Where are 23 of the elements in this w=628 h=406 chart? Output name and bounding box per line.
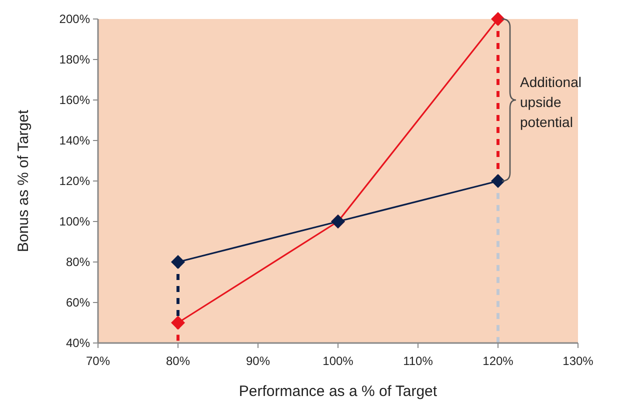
- x-tick-label: 120%: [482, 354, 514, 368]
- point: [491, 12, 505, 26]
- x-tick-label: 80%: [166, 354, 190, 368]
- x-tick-label: 70%: [86, 354, 110, 368]
- x-axis-title: Performance as a % of Target: [238, 383, 438, 400]
- y-tick-label: 200%: [59, 12, 90, 26]
- y-tick-label: 120%: [59, 174, 90, 188]
- point: [171, 316, 185, 330]
- y-tick-label: 180%: [59, 52, 90, 67]
- y-tick-label: 60%: [66, 296, 90, 310]
- y-tick-label: 100%: [59, 214, 90, 229]
- y-tick-label: 160%: [59, 93, 90, 108]
- x-tick-label: 100%: [322, 354, 354, 368]
- point: [491, 174, 505, 188]
- y-tick-label: 80%: [66, 255, 90, 270]
- x-tick-label: 110%: [403, 354, 434, 368]
- y-tick-label: 40%: [66, 336, 90, 350]
- y-tick-label: 140%: [59, 134, 90, 148]
- annotation: Additional upside potential: [520, 74, 582, 130]
- x-tick-label: 90%: [246, 354, 270, 368]
- x-tick-label: 130%: [562, 354, 594, 368]
- y-axis-title: Bonus as % of Target: [15, 109, 32, 252]
- point: [171, 255, 185, 269]
